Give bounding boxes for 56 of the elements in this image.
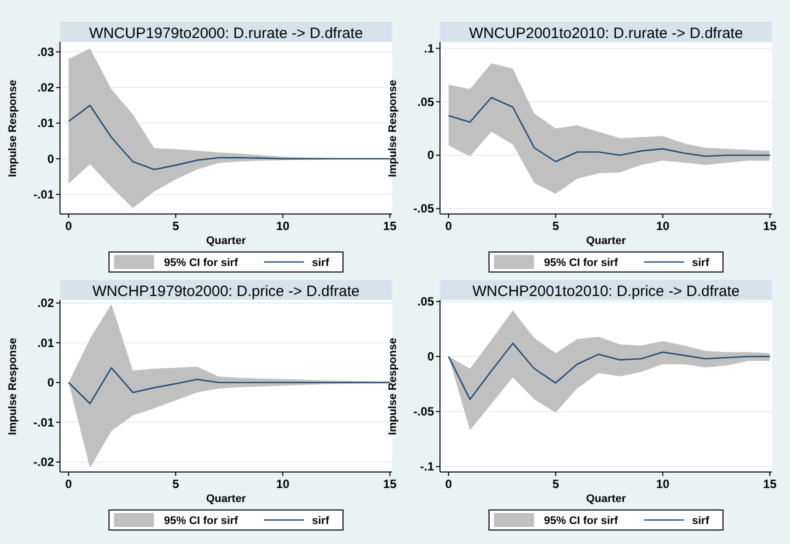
y-tick-label: .1 [424,41,434,56]
x-tick-label: 15 [383,477,397,491]
legend-label: sirf [692,515,710,527]
y-tick-label: -.1 [420,460,434,474]
x-axis-title: Quarter [206,235,247,247]
y-tick-label: .01 [37,116,54,130]
y-tick-label: -.05 [413,404,434,419]
x-tick-label: 5 [172,477,180,491]
y-axis-title: Impulse Response [387,338,399,436]
x-tick-label: 5 [552,477,560,491]
x-tick-label: 10 [656,477,670,491]
x-axis-title: Quarter [206,493,247,505]
y-axis-title: Impulse Response [7,338,19,436]
y-tick-label: 0 [47,376,54,390]
text: 95% CI for sirf [164,515,238,527]
x-axis-title: Quarter [586,235,627,247]
x-tick-label: 0 [65,477,72,491]
y-tick-label: .02 [37,296,54,310]
y-tick-label: .05 [417,294,434,309]
y-tick-label: 0 [47,152,54,166]
x-tick-label: 15 [763,219,777,233]
chart-title: WNCHP1979to2000: D.price -> D.dfrate [92,283,360,300]
legend-label: sirf [312,515,330,527]
y-tick-label: -.05 [413,202,434,216]
chart-title: WNCHP2001to2010: D.price -> D.dfrate [472,283,740,300]
y-tick-label: .01 [37,336,54,350]
line-series [448,342,771,400]
x-tick-label: 0 [445,219,452,233]
x-tick-label: 15 [383,219,397,233]
x-tick-label: 10 [276,477,290,491]
x-axis-title: Quarter [586,493,627,505]
y-axis-title: Impulse Response [7,80,19,178]
legend-label: sirf [312,257,330,269]
y-tick-label: -.01 [33,187,54,202]
y-tick-label: .05 [417,94,434,109]
x-tick-label: 5 [552,219,560,233]
line-series [448,96,771,162]
text: 95% CI for sirf [544,515,618,527]
y-tick-label: 0 [427,148,434,162]
x-tick-label: 0 [445,477,452,491]
x-tick-label: 15 [763,477,777,491]
y-tick-label: 0 [427,350,434,364]
y-tick-label: .02 [37,80,54,95]
y-tick-label: .03 [37,44,54,59]
x-tick-label: 10 [656,219,670,233]
y-tick-label: -.01 [33,415,54,430]
y-axis-title: Impulse Response [387,80,399,178]
chart-title: WNCUP2001to2010: D.rurate -> D.dfrate [469,25,743,42]
x-tick-label: 5 [172,219,180,233]
chart-title: WNCUP1979to2000: D.rurate -> D.dfrate [89,25,363,42]
x-tick-label: 0 [65,219,72,233]
y-tick-label: -.02 [33,455,54,470]
legend-label: sirf [692,257,710,269]
text: 95% CI for sirf [164,257,238,269]
text: 95% CI for sirf [544,257,618,269]
x-tick-label: 10 [276,219,290,233]
